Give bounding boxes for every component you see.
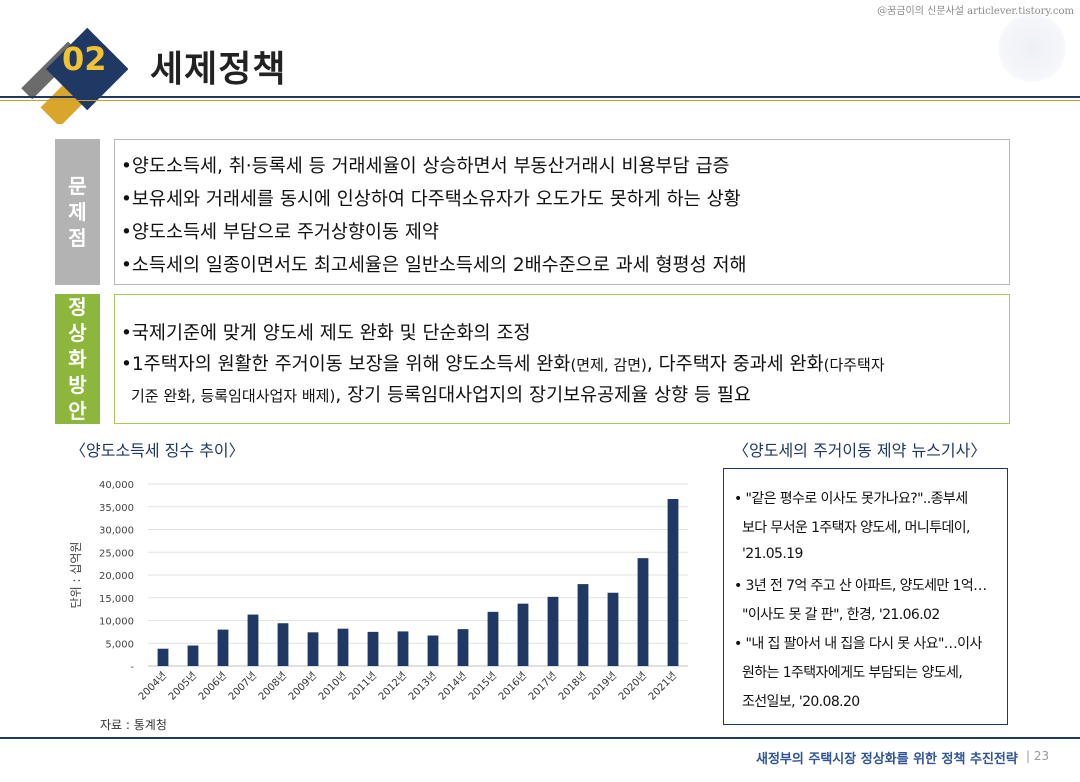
problem-label-char: 제 (68, 200, 87, 224)
x-tick-label: 2012년 (376, 670, 409, 703)
bar (277, 623, 289, 666)
y-tick-label: 20,000 (99, 571, 134, 582)
bar (397, 631, 409, 666)
solution-item-continued: 기준 완화, 등록임대사업자 배제), 장기 등록임대사업지의 장기보유공제율 … (131, 381, 751, 407)
x-tick-label: 2009년 (286, 670, 319, 703)
y-tick-label: 25,000 (99, 548, 134, 559)
bar (607, 592, 619, 666)
solution-label-char: 화 (68, 347, 87, 371)
solution-text: , 다주택자 중과세 완화 (646, 354, 824, 375)
x-tick-label: 2020년 (616, 670, 649, 703)
solution-note: 기준 완화, 등록임대사업자 배제) (131, 387, 336, 405)
problem-box: •양도소득세, 취·등록세 등 거래세율이 상승하면서 부동산거래시 비용부담 … (114, 139, 1010, 285)
chart-source: 자료 : 통계청 (100, 718, 167, 732)
news-line: • "내 집 팔아서 내 집을 다시 못 사요"…이사 (734, 636, 982, 652)
header-divider-accent (0, 100, 1080, 101)
bar (667, 499, 679, 666)
y-axis-label: 단위 : 십억원 (69, 542, 83, 609)
x-tick-label: 2008년 (256, 670, 289, 703)
solution-label: 정 상 화 방 안 (55, 294, 100, 424)
news-line: 보다 무서운 1주택자 양도세, 머니투데이, (742, 520, 970, 536)
news-box: • "같은 평수로 이사도 못가나요?"..종부세 보다 무서운 1주택자 양도… (723, 468, 1008, 725)
problem-item: •보유세와 거래세를 동시에 인상하여 다주택소유자가 오도가도 못하게 하는 … (121, 189, 741, 210)
y-tick-label: 40,000 (99, 480, 134, 491)
news-line: • "같은 평수로 이사도 못가나요?"..종부세 (734, 491, 968, 507)
bar (367, 631, 379, 666)
x-tick-label: 2018년 (556, 670, 589, 703)
problem-item: •양도소득세, 취·등록세 등 거래세율이 상승하면서 부동산거래시 비용부담 … (121, 156, 730, 177)
news-line: 조선일보, '20.08.20 (742, 694, 860, 710)
bar (157, 648, 169, 666)
problem-item: •소득세의 일종이면서도 최고세율은 일반소득세의 2배수준으로 과세 형평성 … (121, 255, 747, 276)
x-tick-label: 2006년 (196, 670, 229, 703)
bar (307, 632, 319, 666)
solution-box: •국제기준에 맞게 양도세 제도 완화 및 단순화의 조정 •1주택자의 원활한… (114, 294, 1010, 424)
y-tick-label: 30,000 (99, 526, 134, 537)
y-tick-label: 5,000 (105, 639, 134, 650)
news-line: 원하는 1주택자에게도 부담되는 양도세, (742, 665, 963, 681)
x-tick-label: 2015년 (466, 670, 499, 703)
bar (577, 584, 589, 666)
bar (517, 603, 529, 666)
y-tick-label: 35,000 (99, 503, 134, 514)
y-tick-label: 10,000 (99, 617, 134, 628)
solution-label-char: 안 (68, 399, 87, 423)
bar (547, 596, 559, 666)
bar (487, 611, 499, 666)
x-tick-label: 2004년 (136, 670, 169, 703)
solution-text: •1주택자의 원활한 주거이동 보장을 위해 양도소득세 완화 (121, 354, 571, 375)
header-divider (0, 96, 1080, 98)
x-tick-label: 2005년 (166, 670, 199, 703)
solution-label-char: 정 (68, 295, 87, 319)
x-tick-label: 2011년 (346, 670, 379, 703)
seal-watermark (998, 14, 1066, 82)
footer-divider (0, 737, 1080, 739)
news-line: • 3년 전 7억 주고 산 아파트, 양도세만 1억… (734, 578, 987, 594)
bar (337, 628, 349, 666)
solution-note: (면제, 감면) (570, 356, 647, 374)
section-number: 02 (62, 40, 107, 78)
bar (427, 635, 439, 666)
x-tick-label: 2007년 (226, 670, 259, 703)
footer-title: 새정부의 주택시장 정상화를 위한 정책 추진전략 (756, 752, 1018, 767)
x-tick-label: 2010년 (316, 670, 349, 703)
bar (217, 629, 229, 666)
news-line: '21.05.19 (742, 546, 803, 562)
problem-label: 문 제 점 (55, 139, 100, 285)
problem-item: •양도소득세 부담으로 주거상향이동 제약 (121, 222, 439, 243)
solution-note: (다주택자 (823, 356, 885, 374)
solution-label-char: 상 (68, 321, 87, 345)
solution-item: •국제기준에 맞게 양도세 제도 완화 및 단순화의 조정 (121, 323, 531, 344)
x-tick-label: 2014년 (436, 670, 469, 703)
y-tick-label: 15,000 (99, 594, 134, 605)
x-tick-label: 2019년 (586, 670, 619, 703)
bar (187, 645, 199, 666)
chart-section-title: 〈양도소득세 징수 추이〉 (70, 441, 245, 460)
news-line: "이사도 못 갈 판", 한경, '21.06.02 (742, 607, 940, 623)
page-title: 세제정책 (150, 49, 287, 90)
bar (637, 558, 649, 666)
section-number-badge (21, 27, 128, 124)
x-tick-label: 2021년 (646, 670, 679, 703)
x-tick-label: 2017년 (526, 670, 559, 703)
problem-label-char: 문 (68, 174, 87, 198)
tax-revenue-bar-chart: - 5,000 10,000 15,000 20,000 25,000 30,000 35,0… (69, 480, 688, 703)
x-tick-label: 2013년 (406, 670, 439, 703)
bar (457, 629, 469, 666)
solution-item: •1주택자의 원활한 주거이동 보장을 위해 양도소득세 완화(면제, 감면),… (121, 350, 885, 376)
problem-label-char: 점 (68, 226, 87, 250)
bar (247, 614, 259, 666)
x-tick-label: 2016년 (496, 670, 529, 703)
page-number: | 23 (1026, 749, 1050, 763)
y-tick-label: - (130, 662, 134, 673)
solution-text: , 장기 등록임대사업지의 장기보유공제율 상향 등 필요 (335, 385, 751, 406)
news-section-title: 〈양도세의 주거이동 제약 뉴스기사〉 (733, 441, 987, 460)
watermark-text: @꿈금이의 신문사설 articlever.tistory.com (877, 6, 1074, 17)
solution-label-char: 방 (68, 373, 87, 397)
